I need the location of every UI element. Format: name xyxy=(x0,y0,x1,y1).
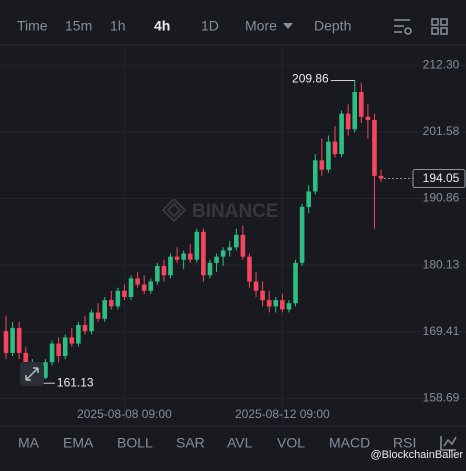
candle-body xyxy=(326,141,331,170)
chart-tools-icon[interactable] xyxy=(440,436,457,451)
indicator[interactable]: EMA xyxy=(63,435,94,451)
candle-body xyxy=(372,119,377,176)
candle-body xyxy=(141,284,147,291)
candle-body xyxy=(306,191,311,207)
candle-body xyxy=(3,331,9,353)
candle-body xyxy=(56,343,61,357)
candle-body xyxy=(293,262,298,304)
candle-body xyxy=(168,256,173,276)
candle-body xyxy=(352,91,358,130)
max-label: 209.86 xyxy=(292,72,329,86)
candle-body xyxy=(312,160,318,192)
tab-active[interactable]: 4h xyxy=(154,18,170,34)
candle-body xyxy=(155,265,160,282)
indicator[interactable]: RSI xyxy=(393,435,416,451)
candle-body xyxy=(187,253,193,260)
candle-body xyxy=(49,343,55,363)
y-tick-label: 180.13 xyxy=(423,257,460,271)
candle-body xyxy=(227,247,233,251)
candle-body xyxy=(16,328,22,353)
expand-button[interactable] xyxy=(20,362,44,386)
plot: 212.30 201.58 190.86 180.13 169.41 158.69 2025… xyxy=(0,46,466,425)
candle-body xyxy=(365,116,371,120)
candle-body xyxy=(332,141,338,155)
x-tick-label: 2025-08-12 09:00 xyxy=(235,407,330,421)
candle-body xyxy=(108,300,114,307)
candle-body xyxy=(286,303,292,310)
candle-body xyxy=(82,324,88,332)
candle-body xyxy=(181,253,186,260)
candle-body xyxy=(89,312,94,332)
candle-body xyxy=(135,278,140,285)
candle-body xyxy=(201,231,206,276)
candle-body xyxy=(280,300,285,310)
candle-body xyxy=(148,281,154,291)
dropdown-arrow[interactable] xyxy=(283,23,293,29)
candle-body xyxy=(174,256,180,260)
price-tag xyxy=(412,169,466,189)
settings-icon[interactable] xyxy=(394,19,412,35)
indicator[interactable]: VOL xyxy=(277,435,305,451)
tab[interactable]: More xyxy=(245,18,277,34)
candle-body xyxy=(115,290,121,307)
candle-body xyxy=(319,160,325,170)
candle-body xyxy=(260,290,265,301)
candle-body xyxy=(69,337,75,344)
y-tick-label: 190.86 xyxy=(423,191,460,205)
candle-body xyxy=(345,113,351,130)
y-tick-label: 201.58 xyxy=(423,124,460,138)
candle-body xyxy=(247,256,252,282)
tab[interactable]: Time xyxy=(17,18,48,34)
candle-body xyxy=(299,206,305,263)
min-label: 161.13 xyxy=(57,375,94,389)
y-tick-label: 158.69 xyxy=(423,391,460,405)
candle-body xyxy=(95,312,101,319)
candle-body xyxy=(62,337,68,357)
tab[interactable]: 1D xyxy=(201,18,219,34)
candle-body xyxy=(266,300,272,307)
watermark: BINANCE xyxy=(161,197,279,223)
candle-body xyxy=(207,262,213,276)
tab[interactable]: 1h xyxy=(110,18,126,34)
candle-body xyxy=(76,324,81,344)
indicator[interactable]: BOLL xyxy=(117,435,153,451)
y-tick-label: 169.41 xyxy=(423,324,460,338)
candle-body xyxy=(122,290,127,298)
layout-icon[interactable] xyxy=(431,18,448,35)
candle-body xyxy=(359,91,364,117)
last-price: 194.05 xyxy=(423,171,460,185)
indicator[interactable]: MA xyxy=(18,435,40,451)
indicator[interactable]: MACD xyxy=(329,435,370,451)
candle-body xyxy=(234,234,239,248)
candle-body xyxy=(161,265,167,276)
candle-body xyxy=(102,300,107,319)
candle-body xyxy=(273,300,279,307)
candle-body xyxy=(128,278,134,298)
candle-body xyxy=(240,234,246,257)
candle-body xyxy=(43,362,48,378)
candle-body xyxy=(378,175,384,179)
y-tick-label: 212.30 xyxy=(423,57,460,71)
candle-body xyxy=(339,113,344,155)
indicator[interactable]: SAR xyxy=(176,435,205,451)
x-tick-label: 2025-08-08 09:00 xyxy=(77,407,172,421)
candle-body xyxy=(194,231,200,260)
candle-body xyxy=(220,250,226,257)
tab[interactable]: 15m xyxy=(65,18,92,34)
candle-body xyxy=(10,328,15,353)
indicator[interactable]: AVL xyxy=(227,435,253,451)
candle-body xyxy=(253,281,259,291)
watermark-text: BINANCE xyxy=(192,201,279,222)
candle-body xyxy=(214,256,219,263)
credit: @BlockchainBaller xyxy=(371,449,464,461)
tab[interactable]: Depth xyxy=(314,18,351,34)
